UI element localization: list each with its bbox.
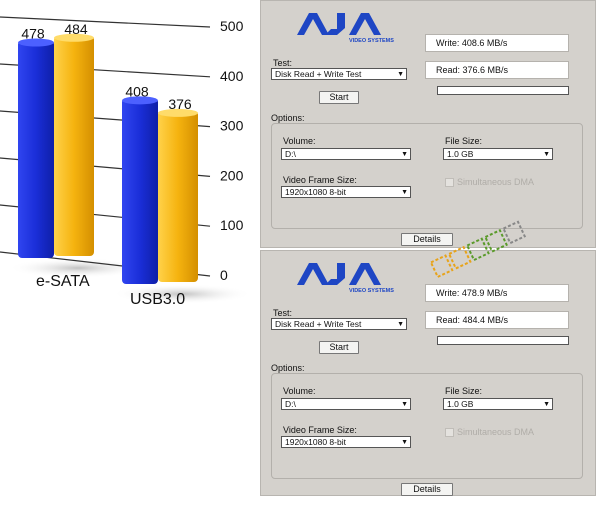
category-label: USB3.0	[130, 291, 185, 308]
chevron-down-icon: ▼	[401, 189, 408, 196]
throughput-bar-chart: 0 100 200 300 400 500 478 484 408 376 e-SATA USB3…	[0, 16, 252, 308]
details-button[interactable]: Details	[401, 483, 453, 496]
options-group	[271, 123, 583, 229]
volume-select[interactable]: D:\ ▼	[281, 398, 411, 410]
test-progress-bar	[437, 86, 569, 95]
bar-top	[54, 33, 94, 42]
file-size-select[interactable]: 1.0 GB ▼	[443, 148, 553, 160]
y-tick-label: 500	[220, 18, 244, 34]
video-frame-size-select[interactable]: 1920x1080 8-bit ▼	[281, 186, 411, 198]
read-speed-field: Read: 484.4 MB/s	[425, 311, 569, 329]
start-button[interactable]: Start	[319, 341, 359, 354]
bar	[54, 35, 94, 256]
bar	[122, 98, 158, 284]
video-frame-size-label: Video Frame Size:	[283, 175, 357, 185]
aja-logo-icon: VIDEO SYSTEMS	[297, 13, 394, 43]
aja-panel-top: VIDEO SYSTEMS Test: Disk Read + Write Te…	[260, 0, 596, 248]
y-tick-label: 400	[220, 68, 244, 84]
chevron-down-icon: ▼	[397, 321, 404, 328]
simultaneous-dma-label: Simultaneous DMA	[457, 177, 535, 187]
video-frame-size-label: Video Frame Size:	[283, 425, 357, 435]
video-frame-size-select[interactable]: 1920x1080 8-bit ▼	[281, 436, 411, 448]
chevron-down-icon: ▼	[543, 401, 550, 408]
write-speed-field: Write: 478.9 MB/s	[425, 284, 569, 302]
firmware-logo-icon	[429, 220, 527, 279]
simultaneous-dma-label: Simultaneous DMA	[457, 427, 535, 437]
chevron-down-icon: ▼	[397, 71, 404, 78]
chevron-down-icon: ▼	[401, 151, 408, 158]
bar-top	[18, 38, 54, 47]
bar-top	[122, 96, 158, 105]
aja-panel-bottom: VIDEO SYSTEMS Test: Disk Read + Write Te…	[260, 250, 596, 496]
bar-top	[158, 108, 198, 117]
y-tick-label: 300	[220, 118, 244, 134]
y-tick-label: 200	[220, 167, 244, 183]
test-type-select[interactable]: Disk Read + Write Test ▼	[271, 68, 407, 80]
start-button[interactable]: Start	[319, 91, 359, 104]
details-button[interactable]: Details	[401, 233, 453, 246]
options-label: Options:	[271, 113, 305, 123]
bar-value-label: 484	[64, 21, 88, 37]
chevron-down-icon: ▼	[543, 151, 550, 158]
gridline	[0, 16, 211, 28]
volume-label: Volume:	[283, 136, 316, 146]
y-tick-label: 100	[220, 217, 244, 233]
chevron-down-icon: ▼	[401, 401, 408, 408]
test-label: Test:	[273, 58, 293, 68]
volume-label: Volume:	[283, 386, 316, 396]
file-size-label: File Size:	[445, 386, 483, 396]
test-label: Test:	[273, 308, 293, 318]
bar-value-label: 408	[125, 83, 149, 99]
simultaneous-dma-checkbox[interactable]	[445, 178, 454, 187]
volume-select[interactable]: D:\ ▼	[281, 148, 411, 160]
file-size-select[interactable]: 1.0 GB ▼	[443, 398, 553, 410]
category-label: e-SATA	[36, 273, 90, 290]
write-speed-field: Write: 408.6 MB/s	[425, 34, 569, 52]
bar-value-label: 376	[168, 96, 192, 112]
chevron-down-icon: ▼	[401, 439, 408, 446]
y-tick-label: 0	[220, 267, 228, 283]
bar	[18, 40, 54, 259]
aja-logo-subtitle: VIDEO SYSTEMS	[349, 288, 394, 293]
bar-shadow	[8, 258, 148, 278]
options-label: Options:	[271, 363, 305, 373]
read-speed-field: Read: 376.6 MB/s	[425, 61, 569, 79]
bar-shadow	[112, 284, 252, 304]
aja-logo-subtitle: VIDEO SYSTEMS	[349, 38, 394, 43]
bar	[158, 110, 198, 282]
bar-value-label: 478	[21, 26, 45, 42]
file-size-label: File Size:	[445, 136, 483, 146]
test-progress-bar	[437, 336, 569, 345]
aja-logo-icon: VIDEO SYSTEMS	[297, 263, 394, 293]
test-type-select[interactable]: Disk Read + Write Test ▼	[271, 318, 407, 330]
options-group	[271, 373, 583, 479]
simultaneous-dma-checkbox[interactable]	[445, 428, 454, 437]
